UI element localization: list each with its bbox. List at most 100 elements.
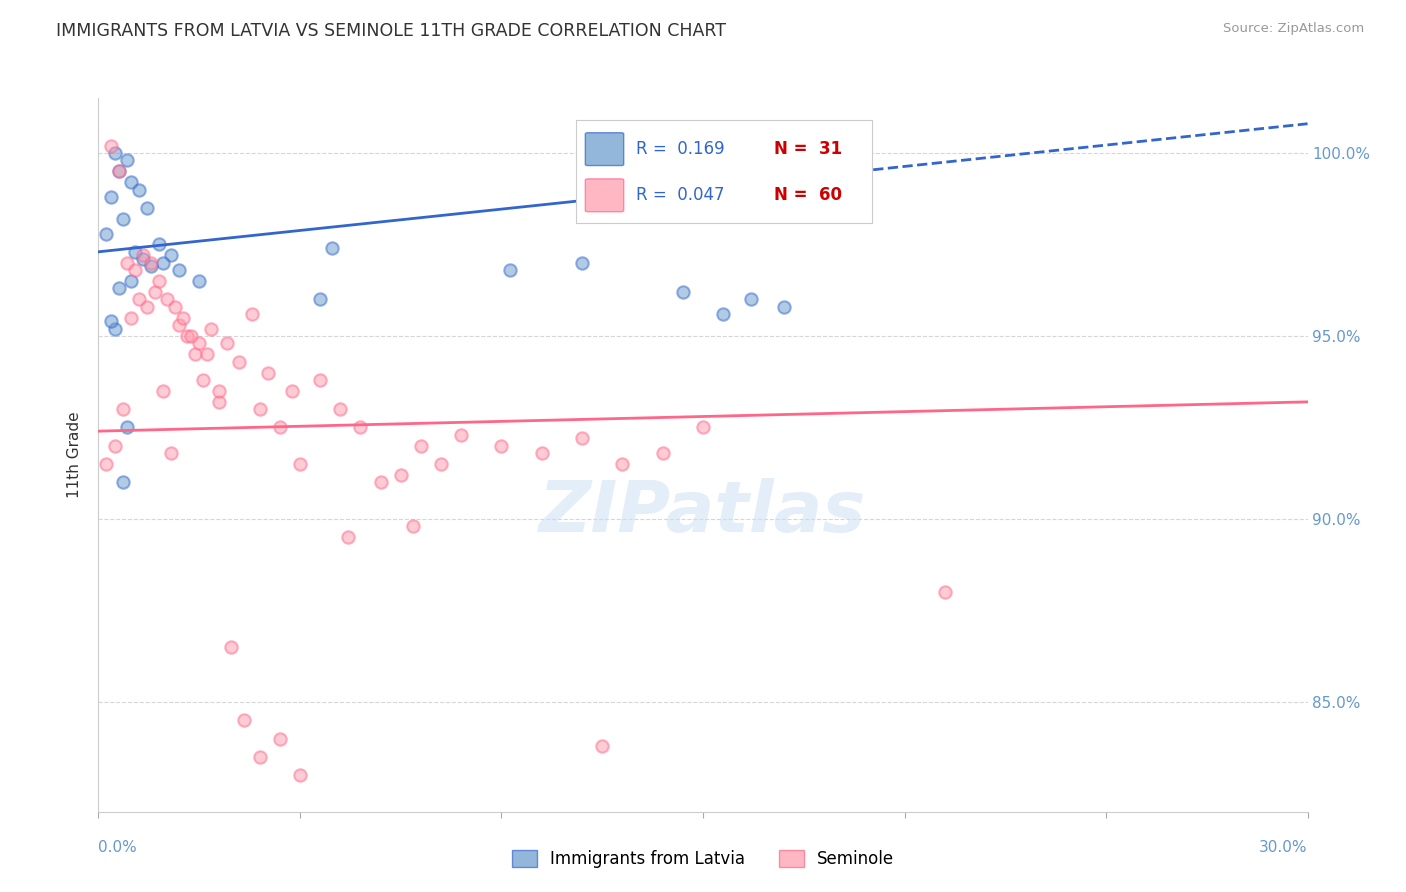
- Legend: Immigrants from Latvia, Seminole: Immigrants from Latvia, Seminole: [505, 843, 901, 875]
- Point: [309, 293, 332, 307]
- Point: [692, 420, 714, 434]
- Point: [107, 164, 129, 178]
- Point: [103, 321, 125, 335]
- Point: [135, 300, 157, 314]
- Point: [232, 713, 254, 727]
- Point: [498, 263, 520, 277]
- Point: [269, 731, 291, 746]
- Point: [111, 402, 134, 417]
- Point: [672, 285, 695, 299]
- Point: [100, 138, 122, 153]
- Point: [176, 329, 198, 343]
- Point: [772, 300, 794, 314]
- Text: Source: ZipAtlas.com: Source: ZipAtlas.com: [1223, 22, 1364, 36]
- Point: [188, 274, 211, 288]
- Point: [124, 244, 146, 259]
- Point: [152, 384, 174, 398]
- Point: [167, 318, 190, 332]
- Point: [269, 420, 291, 434]
- Point: [349, 420, 371, 434]
- Point: [208, 395, 231, 409]
- Point: [249, 402, 271, 417]
- Point: [167, 263, 190, 277]
- Point: [160, 248, 183, 262]
- Point: [711, 307, 734, 321]
- Y-axis label: 11th Grade: 11th Grade: [67, 411, 83, 499]
- Point: [651, 446, 673, 460]
- Point: [120, 175, 142, 189]
- Point: [96, 227, 118, 241]
- Point: [571, 432, 593, 446]
- Point: [139, 260, 162, 274]
- Point: [148, 274, 170, 288]
- Point: [111, 211, 134, 226]
- Point: [128, 293, 150, 307]
- Point: [491, 439, 513, 453]
- Point: [281, 384, 304, 398]
- Point: [120, 310, 142, 325]
- Text: 0.0%: 0.0%: [98, 840, 138, 855]
- Point: [430, 457, 453, 471]
- Point: [180, 329, 202, 343]
- Point: [450, 427, 472, 442]
- Point: [309, 373, 332, 387]
- Point: [111, 475, 134, 490]
- Point: [135, 201, 157, 215]
- Point: [329, 402, 352, 417]
- Point: [402, 519, 425, 533]
- Point: [160, 446, 183, 460]
- Point: [288, 768, 311, 782]
- Point: [107, 164, 129, 178]
- Point: [389, 468, 412, 483]
- Point: [103, 146, 125, 161]
- Point: [409, 439, 432, 453]
- Point: [100, 314, 122, 328]
- Point: [740, 293, 762, 307]
- Point: [288, 457, 311, 471]
- Text: N =  60: N = 60: [775, 186, 842, 203]
- FancyBboxPatch shape: [585, 179, 624, 211]
- Point: [200, 321, 222, 335]
- Point: [128, 183, 150, 197]
- Point: [152, 256, 174, 270]
- Text: R =  0.047: R = 0.047: [636, 186, 724, 203]
- Point: [184, 347, 207, 361]
- Point: [124, 263, 146, 277]
- Point: [188, 336, 211, 351]
- Point: [337, 530, 360, 544]
- Point: [571, 256, 593, 270]
- Point: [228, 354, 250, 368]
- Text: N =  31: N = 31: [775, 140, 842, 158]
- Point: [256, 366, 278, 380]
- Point: [156, 293, 179, 307]
- Point: [103, 439, 125, 453]
- Point: [172, 310, 194, 325]
- Point: [591, 739, 613, 753]
- Point: [321, 241, 343, 255]
- Point: [132, 252, 155, 267]
- Point: [143, 285, 166, 299]
- Point: [163, 300, 186, 314]
- Point: [148, 237, 170, 252]
- Text: IMMIGRANTS FROM LATVIA VS SEMINOLE 11TH GRADE CORRELATION CHART: IMMIGRANTS FROM LATVIA VS SEMINOLE 11TH …: [56, 22, 727, 40]
- Point: [115, 256, 138, 270]
- Point: [132, 248, 155, 262]
- Point: [139, 256, 162, 270]
- Point: [107, 281, 129, 295]
- Point: [249, 749, 271, 764]
- Point: [115, 420, 138, 434]
- Point: [115, 153, 138, 168]
- Point: [195, 347, 218, 361]
- Point: [217, 336, 239, 351]
- Point: [208, 384, 231, 398]
- Text: ZIPatlas: ZIPatlas: [540, 477, 866, 547]
- Point: [612, 457, 634, 471]
- Point: [934, 585, 956, 599]
- Point: [100, 190, 122, 204]
- Point: [120, 274, 142, 288]
- Point: [221, 640, 243, 654]
- Point: [96, 457, 118, 471]
- Point: [370, 475, 392, 490]
- FancyBboxPatch shape: [585, 133, 624, 166]
- Text: R =  0.169: R = 0.169: [636, 140, 724, 158]
